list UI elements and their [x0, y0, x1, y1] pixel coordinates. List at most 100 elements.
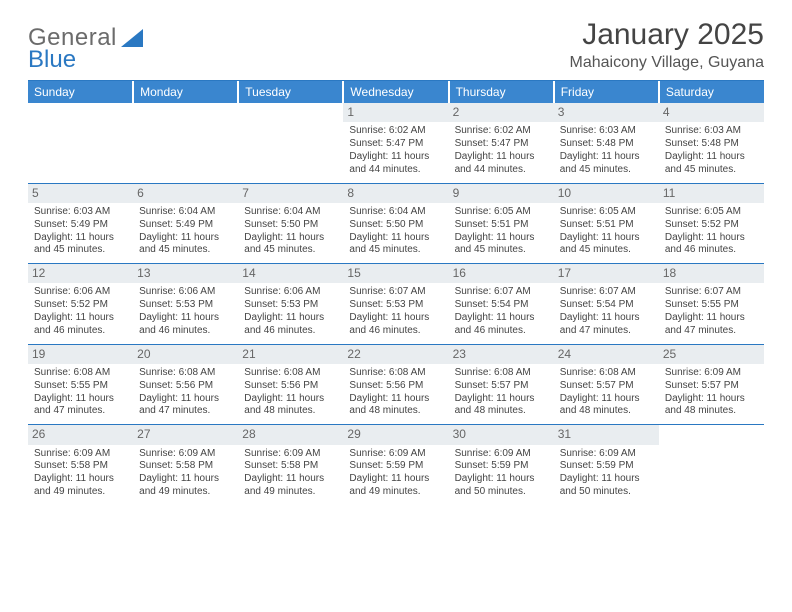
day-number-empty	[238, 103, 343, 122]
day-sun-info: Sunrise: 6:09 AMSunset: 5:59 PMDaylight:…	[349, 448, 442, 499]
day-header: Saturday	[659, 81, 764, 103]
day-number: 14	[238, 264, 343, 283]
day-sun-info: Sunrise: 6:03 AMSunset: 5:48 PMDaylight:…	[560, 125, 653, 176]
day-number: 17	[554, 264, 659, 283]
day-number: 1	[343, 103, 448, 122]
calendar-day-cell: 21Sunrise: 6:08 AMSunset: 5:56 PMDayligh…	[238, 344, 343, 425]
day-number: 28	[238, 425, 343, 444]
day-sun-info: Sunrise: 6:05 AMSunset: 5:51 PMDaylight:…	[455, 206, 548, 257]
day-number-empty	[133, 103, 238, 122]
day-sun-info: Sunrise: 6:07 AMSunset: 5:53 PMDaylight:…	[349, 286, 442, 337]
day-sun-info: Sunrise: 6:09 AMSunset: 5:58 PMDaylight:…	[139, 448, 232, 499]
day-number: 4	[659, 103, 764, 122]
day-number: 18	[659, 264, 764, 283]
day-sun-info: Sunrise: 6:07 AMSunset: 5:54 PMDaylight:…	[560, 286, 653, 337]
day-number: 15	[343, 264, 448, 283]
day-sun-info: Sunrise: 6:06 AMSunset: 5:52 PMDaylight:…	[34, 286, 127, 337]
day-number: 13	[133, 264, 238, 283]
location-subtitle: Mahaicony Village, Guyana	[570, 54, 765, 72]
calendar-day-cell: 9 Sunrise: 6:05 AMSunset: 5:51 PMDaylight…	[449, 183, 554, 264]
calendar-day-cell: 29 Sunrise: 6:09 AMSunset: 5:59 PMDayligh…	[343, 425, 448, 505]
day-sun-info: Sunrise: 6:04 AMSunset: 5:49 PMDaylight:…	[139, 206, 232, 257]
day-sun-info: Sunrise: 6:08 AMSunset: 5:56 PMDaylight:…	[349, 367, 442, 418]
calendar-day-cell: 25Sunrise: 6:09 AMSunset: 5:57 PMDayligh…	[659, 344, 764, 425]
calendar-day-cell: 11 Sunrise: 6:05 AMSunset: 5:52 PMDayligh…	[659, 183, 764, 264]
calendar-day-cell: 19 Sunrise: 6:08 AMSunset: 5:55 PMDayligh…	[28, 344, 133, 425]
day-sun-info: Sunrise: 6:02 AMSunset: 5:47 PMDaylight:…	[455, 125, 548, 176]
day-number: 27	[133, 425, 238, 444]
calendar-page: { "logo": { "text1": "General", "text2":…	[0, 0, 792, 515]
day-sun-info: Sunrise: 6:09 AMSunset: 5:57 PMDaylight:…	[665, 367, 758, 418]
day-sun-info: Sunrise: 6:04 AMSunset: 5:50 PMDaylight:…	[349, 206, 442, 257]
day-number: 30	[449, 425, 554, 444]
calendar-week-row: 5 Sunrise: 6:03 AMSunset: 5:49 PMDaylight…	[28, 183, 764, 264]
calendar-day-cell: 31Sunrise: 6:09 AMSunset: 5:59 PMDayligh…	[554, 425, 659, 505]
day-sun-info: Sunrise: 6:08 AMSunset: 5:57 PMDaylight:…	[560, 367, 653, 418]
day-sun-info: Sunrise: 6:08 AMSunset: 5:55 PMDaylight:…	[34, 367, 127, 418]
calendar-day-cell	[659, 425, 764, 505]
calendar-table: SundayMondayTuesdayWednesdayThursdayFrid…	[28, 81, 764, 505]
day-number: 23	[449, 345, 554, 364]
day-number: 2	[449, 103, 554, 122]
day-sun-info: Sunrise: 6:02 AMSunset: 5:47 PMDaylight:…	[349, 125, 442, 176]
calendar-day-cell	[238, 103, 343, 183]
day-sun-info: Sunrise: 6:03 AMSunset: 5:49 PMDaylight:…	[34, 206, 127, 257]
page-title: January 2025	[570, 18, 765, 52]
day-number: 3	[554, 103, 659, 122]
day-number: 21	[238, 345, 343, 364]
day-sun-info: Sunrise: 6:09 AMSunset: 5:58 PMDaylight:…	[34, 448, 127, 499]
day-sun-info: Sunrise: 6:06 AMSunset: 5:53 PMDaylight:…	[244, 286, 337, 337]
calendar-week-row: 1 Sunrise: 6:02 AMSunset: 5:47 PMDaylight…	[28, 103, 764, 183]
calendar-day-cell: 24Sunrise: 6:08 AMSunset: 5:57 PMDayligh…	[554, 344, 659, 425]
day-number: 5	[28, 184, 133, 203]
day-sun-info: Sunrise: 6:05 AMSunset: 5:52 PMDaylight:…	[665, 206, 758, 257]
day-number: 31	[554, 425, 659, 444]
calendar-day-cell: 22 Sunrise: 6:08 AMSunset: 5:56 PMDayligh…	[343, 344, 448, 425]
day-number: 9	[449, 184, 554, 203]
day-number: 6	[133, 184, 238, 203]
calendar-day-cell: 30 Sunrise: 6:09 AMSunset: 5:59 PMDayligh…	[449, 425, 554, 505]
title-block: January 2025 Mahaicony Village, Guyana	[570, 18, 765, 72]
day-number: 12	[28, 264, 133, 283]
logo-triangle-icon	[121, 29, 143, 47]
day-header: Wednesday	[343, 81, 448, 103]
day-sun-info: Sunrise: 6:07 AMSunset: 5:55 PMDaylight:…	[665, 286, 758, 337]
logo-text-blue: Blue	[28, 46, 76, 74]
day-number: 11	[659, 184, 764, 203]
calendar-day-cell: 7Sunrise: 6:04 AMSunset: 5:50 PMDaylight…	[238, 183, 343, 264]
calendar-day-cell: 6 Sunrise: 6:04 AMSunset: 5:49 PMDaylight…	[133, 183, 238, 264]
day-number: 26	[28, 425, 133, 444]
day-sun-info: Sunrise: 6:05 AMSunset: 5:51 PMDaylight:…	[560, 206, 653, 257]
calendar-body: 1 Sunrise: 6:02 AMSunset: 5:47 PMDaylight…	[28, 103, 764, 505]
calendar-day-cell: 13 Sunrise: 6:06 AMSunset: 5:53 PMDayligh…	[133, 264, 238, 345]
calendar-day-cell: 28Sunrise: 6:09 AMSunset: 5:58 PMDayligh…	[238, 425, 343, 505]
day-header: Thursday	[449, 81, 554, 103]
calendar-day-cell: 3 Sunrise: 6:03 AMSunset: 5:48 PMDaylight…	[554, 103, 659, 183]
calendar-week-row: 19 Sunrise: 6:08 AMSunset: 5:55 PMDayligh…	[28, 344, 764, 425]
day-number: 19	[28, 345, 133, 364]
calendar-week-row: 26 Sunrise: 6:09 AMSunset: 5:58 PMDayligh…	[28, 425, 764, 505]
calendar-day-cell	[133, 103, 238, 183]
page-header: General January 2025 Mahaicony Village, …	[28, 18, 764, 72]
day-sun-info: Sunrise: 6:03 AMSunset: 5:48 PMDaylight:…	[665, 125, 758, 176]
day-sun-info: Sunrise: 6:09 AMSunset: 5:59 PMDaylight:…	[455, 448, 548, 499]
day-header: Monday	[133, 81, 238, 103]
calendar-day-cell: 5 Sunrise: 6:03 AMSunset: 5:49 PMDaylight…	[28, 183, 133, 264]
day-number: 20	[133, 345, 238, 364]
calendar-day-cell: 2 Sunrise: 6:02 AMSunset: 5:47 PMDaylight…	[449, 103, 554, 183]
day-number: 22	[343, 345, 448, 364]
calendar-day-cell: 20Sunrise: 6:08 AMSunset: 5:56 PMDayligh…	[133, 344, 238, 425]
calendar-week-row: 12 Sunrise: 6:06 AMSunset: 5:52 PMDayligh…	[28, 264, 764, 345]
day-number: 29	[343, 425, 448, 444]
day-number: 10	[554, 184, 659, 203]
calendar-day-cell: 18 Sunrise: 6:07 AMSunset: 5:55 PMDayligh…	[659, 264, 764, 345]
day-header: Sunday	[28, 81, 133, 103]
calendar-day-cell: 27 Sunrise: 6:09 AMSunset: 5:58 PMDayligh…	[133, 425, 238, 505]
calendar-day-cell: 12 Sunrise: 6:06 AMSunset: 5:52 PMDayligh…	[28, 264, 133, 345]
calendar-day-cell: 23Sunrise: 6:08 AMSunset: 5:57 PMDayligh…	[449, 344, 554, 425]
day-number: 16	[449, 264, 554, 283]
day-sun-info: Sunrise: 6:06 AMSunset: 5:53 PMDaylight:…	[139, 286, 232, 337]
day-sun-info: Sunrise: 6:07 AMSunset: 5:54 PMDaylight:…	[455, 286, 548, 337]
day-number-empty	[659, 425, 764, 444]
calendar-day-cell: 15 Sunrise: 6:07 AMSunset: 5:53 PMDayligh…	[343, 264, 448, 345]
